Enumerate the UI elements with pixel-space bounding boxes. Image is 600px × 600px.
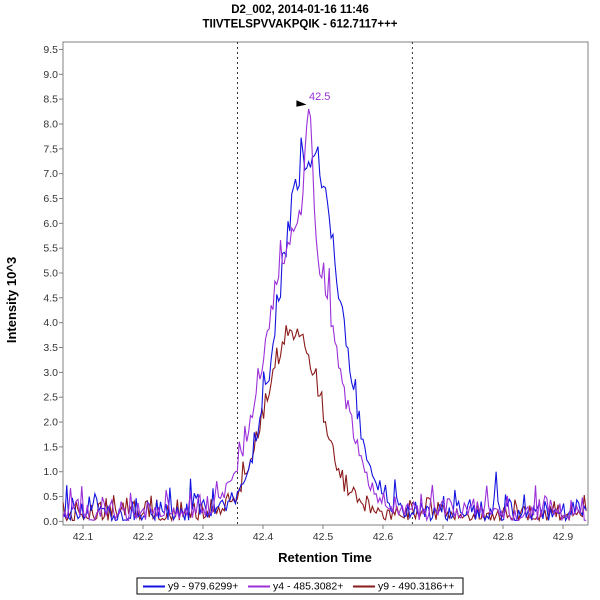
- svg-text:y9 - 490.3186++: y9 - 490.3186++: [378, 581, 454, 593]
- svg-text:Retention Time: Retention Time: [278, 550, 372, 565]
- svg-text:42.6: 42.6: [373, 531, 394, 543]
- svg-text:42.9: 42.9: [553, 531, 574, 543]
- svg-text:1.5: 1.5: [43, 441, 58, 453]
- svg-text:0.0: 0.0: [43, 516, 58, 528]
- svg-text:D2_002, 2014-01-16 11:46: D2_002, 2014-01-16 11:46: [231, 4, 368, 16]
- svg-text:TIIVTELSPVVAKPQIK - 612.7117++: TIIVTELSPVVAKPQIK - 612.7117+++: [202, 19, 397, 31]
- svg-text:Intensity 10^3: Intensity 10^3: [4, 257, 19, 343]
- svg-text:42.5: 42.5: [309, 91, 330, 103]
- svg-text:2.5: 2.5: [43, 392, 58, 404]
- svg-text:42.3: 42.3: [193, 531, 214, 543]
- svg-text:7.0: 7.0: [43, 168, 58, 180]
- svg-text:9.0: 9.0: [43, 69, 58, 81]
- svg-text:2.0: 2.0: [43, 417, 58, 429]
- svg-text:6.0: 6.0: [43, 218, 58, 230]
- svg-text:42.5: 42.5: [313, 531, 334, 543]
- svg-text:1.0: 1.0: [43, 466, 58, 478]
- svg-text:42.4: 42.4: [253, 531, 274, 543]
- svg-text:4.0: 4.0: [43, 317, 58, 329]
- svg-text:8.0: 8.0: [43, 118, 58, 130]
- svg-text:7.5: 7.5: [43, 143, 58, 155]
- svg-text:y9 - 979.6299+: y9 - 979.6299+: [168, 581, 238, 593]
- svg-text:8.5: 8.5: [43, 94, 58, 106]
- svg-text:42.7: 42.7: [433, 531, 454, 543]
- svg-text:3.0: 3.0: [43, 367, 58, 379]
- svg-text:4.5: 4.5: [43, 292, 58, 304]
- svg-text:9.5: 9.5: [43, 44, 58, 56]
- svg-text:5.5: 5.5: [43, 243, 58, 255]
- svg-text:42.8: 42.8: [493, 531, 514, 543]
- svg-text:42.1: 42.1: [73, 531, 94, 543]
- svg-text:0.5: 0.5: [43, 491, 58, 503]
- svg-text:5.0: 5.0: [43, 268, 58, 280]
- svg-text:3.5: 3.5: [43, 342, 58, 354]
- svg-text:42.2: 42.2: [133, 531, 154, 543]
- svg-text:y4 - 485.3082+: y4 - 485.3082+: [273, 581, 343, 593]
- svg-text:6.5: 6.5: [43, 193, 58, 205]
